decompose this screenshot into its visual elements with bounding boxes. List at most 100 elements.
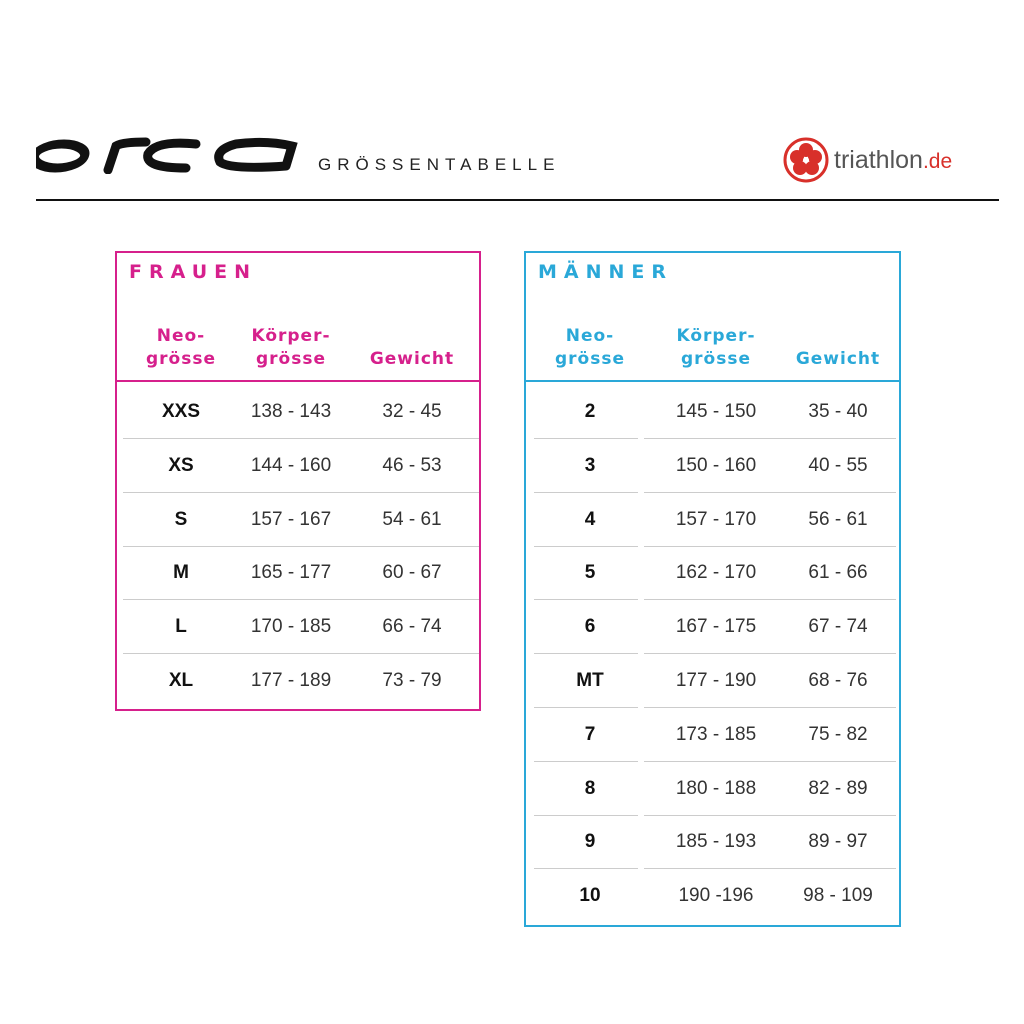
height-cell: 190 -196 [678, 885, 754, 907]
height-cell: 138 - 143 [250, 401, 332, 422]
table-row: 3 150 - 160 40 - 55 [526, 439, 899, 493]
hibiscus-icon [783, 137, 829, 183]
header-divider [36, 199, 999, 201]
row-divider [644, 545, 896, 547]
table-row: 7 173 - 185 75 - 82 [526, 708, 899, 762]
row-divider [644, 814, 896, 816]
height-cell: 177 - 190 [675, 670, 757, 691]
weight-cell: 60 - 67 [382, 562, 442, 584]
row-divider [123, 491, 479, 493]
table-row: 4 157 - 170 56 - 61 [526, 493, 899, 547]
height-cell: 150 - 160 [675, 454, 757, 476]
row-divider [123, 653, 479, 655]
table-row: M 165 - 177 60 - 67 [117, 546, 479, 601]
column-header: Gewicht [353, 325, 471, 371]
weight-cell: 32 - 45 [382, 401, 442, 422]
height-cell: 167 - 175 [675, 616, 757, 638]
column-header-line2: Gewicht [369, 349, 455, 369]
row-divider [644, 599, 896, 601]
row-divider [534, 760, 638, 762]
table-row: 10 190 -196 98 - 109 [526, 869, 899, 923]
size-cell: 4 [584, 508, 596, 530]
size-cell: L [175, 616, 187, 638]
height-cell: 145 - 150 [675, 401, 757, 422]
row-divider [644, 707, 896, 708]
table-row: 6 167 - 175 67 - 74 [526, 600, 899, 655]
table-row: 2 145 - 150 35 - 40 [526, 385, 899, 439]
column-header-line2: grösse [256, 349, 326, 369]
height-cell: 144 - 160 [250, 454, 332, 476]
frauen-size-table: FRAUEN Neo-grösse Körper-grösse Gewicht XXS… [115, 251, 481, 711]
weight-cell: 68 - 76 [808, 670, 868, 691]
row-divider [644, 868, 896, 870]
size-cell: XS [168, 454, 194, 476]
table-row: XXS 138 - 143 32 - 45 [117, 385, 479, 439]
table-row: L 170 - 185 66 - 74 [117, 600, 479, 655]
table-row: XL 177 - 189 73 - 79 [117, 654, 479, 708]
weight-cell: 82 - 89 [808, 777, 868, 799]
triathlon-de-logo: triathlon.de [782, 136, 952, 184]
height-cell: 157 - 167 [250, 508, 332, 530]
header-divider [526, 380, 899, 382]
column-header: Neo-grösse [131, 325, 231, 371]
size-cell: 7 [584, 723, 596, 745]
column-header-line1 [782, 325, 894, 348]
size-cell: XXS [161, 401, 201, 422]
row-divider [123, 599, 479, 601]
row-divider [534, 599, 638, 601]
column-header-line2: grösse [146, 349, 216, 369]
weight-cell: 46 - 53 [382, 454, 442, 476]
table-row: 9 185 - 193 89 - 97 [526, 815, 899, 870]
column-header: Körper-grösse [654, 325, 778, 371]
table-row: S 157 - 167 54 - 61 [117, 493, 479, 547]
row-divider [644, 438, 896, 439]
height-cell: 170 - 185 [250, 616, 332, 638]
size-cell: M [173, 562, 189, 584]
size-cell: 9 [584, 831, 596, 853]
row-divider [534, 868, 638, 870]
row-divider [534, 814, 638, 816]
size-cell: 6 [584, 616, 596, 638]
frauen-title: FRAUEN [129, 261, 258, 283]
row-divider [534, 653, 638, 655]
maenner-title: MÄNNER [538, 261, 674, 283]
size-cell: 2 [584, 401, 596, 422]
page-title: GRÖSSENTABELLE [318, 155, 561, 174]
column-header-line1: Körper- [251, 326, 331, 346]
height-cell: 177 - 189 [250, 670, 332, 691]
table-row: 5 162 - 170 61 - 66 [526, 546, 899, 601]
column-header-line1: Neo- [156, 326, 206, 346]
row-divider [123, 438, 479, 439]
row-divider [534, 545, 638, 547]
weight-cell: 56 - 61 [808, 508, 868, 530]
weight-cell: 35 - 40 [808, 401, 868, 422]
column-header-line1 [353, 325, 471, 348]
size-cell: S [174, 508, 188, 530]
height-cell: 180 - 188 [675, 777, 757, 799]
row-divider [644, 760, 896, 762]
row-divider [644, 491, 896, 493]
header-divider [117, 380, 479, 382]
weight-cell: 73 - 79 [382, 670, 442, 691]
size-cell: 8 [584, 777, 596, 799]
column-header: Körper-grösse [235, 325, 347, 371]
weight-cell: 54 - 61 [382, 508, 442, 530]
size-cell: XL [168, 670, 194, 691]
column-header-line2: grösse [681, 349, 751, 369]
row-divider [534, 438, 638, 439]
table-row: XS 144 - 160 46 - 53 [117, 439, 479, 493]
orca-logo [29, 132, 298, 178]
weight-cell: 98 - 109 [803, 885, 873, 907]
height-cell: 157 - 170 [675, 508, 757, 530]
weight-cell: 89 - 97 [808, 831, 868, 853]
size-cell: 3 [584, 454, 596, 476]
size-cell: 10 [579, 885, 601, 907]
row-divider [534, 491, 638, 493]
weight-cell: 75 - 82 [808, 723, 868, 745]
height-cell: 185 - 193 [675, 831, 757, 853]
column-header: Neo-grösse [536, 325, 644, 371]
weight-cell: 67 - 74 [808, 616, 868, 638]
table-row: MT 177 - 190 68 - 76 [526, 654, 899, 708]
column-header-line2: Gewicht [795, 349, 881, 369]
size-cell: 5 [584, 562, 596, 584]
